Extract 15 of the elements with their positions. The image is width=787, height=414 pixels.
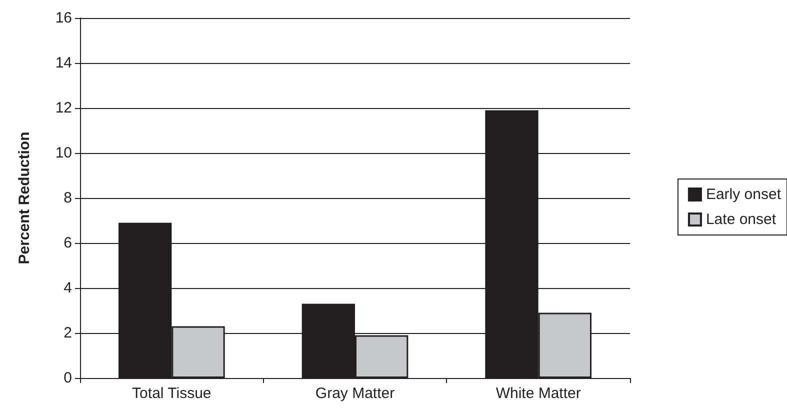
y-tick-label: 6 (64, 234, 72, 252)
y-tick-label: 8 (64, 190, 72, 206)
x-tick-label: White Matter (496, 385, 581, 402)
y-tick-label: 14 (55, 54, 72, 72)
x-tick-label: Gray Matter (315, 385, 395, 402)
x-tick-label: Total Tissue (132, 385, 212, 402)
legend-label: Late onset (706, 211, 777, 228)
y-tick-label: 16 (55, 10, 72, 26)
y-tick-label: 4 (64, 280, 72, 296)
legend-label: Early onset (706, 186, 782, 203)
y-tick-label: 12 (55, 100, 72, 116)
y-tick-label: 0 (64, 370, 72, 386)
y-axis-title: Percent Reduction (16, 132, 33, 264)
y-tick-label: 10 (55, 144, 72, 162)
y-tick-label: 2 (64, 324, 72, 342)
